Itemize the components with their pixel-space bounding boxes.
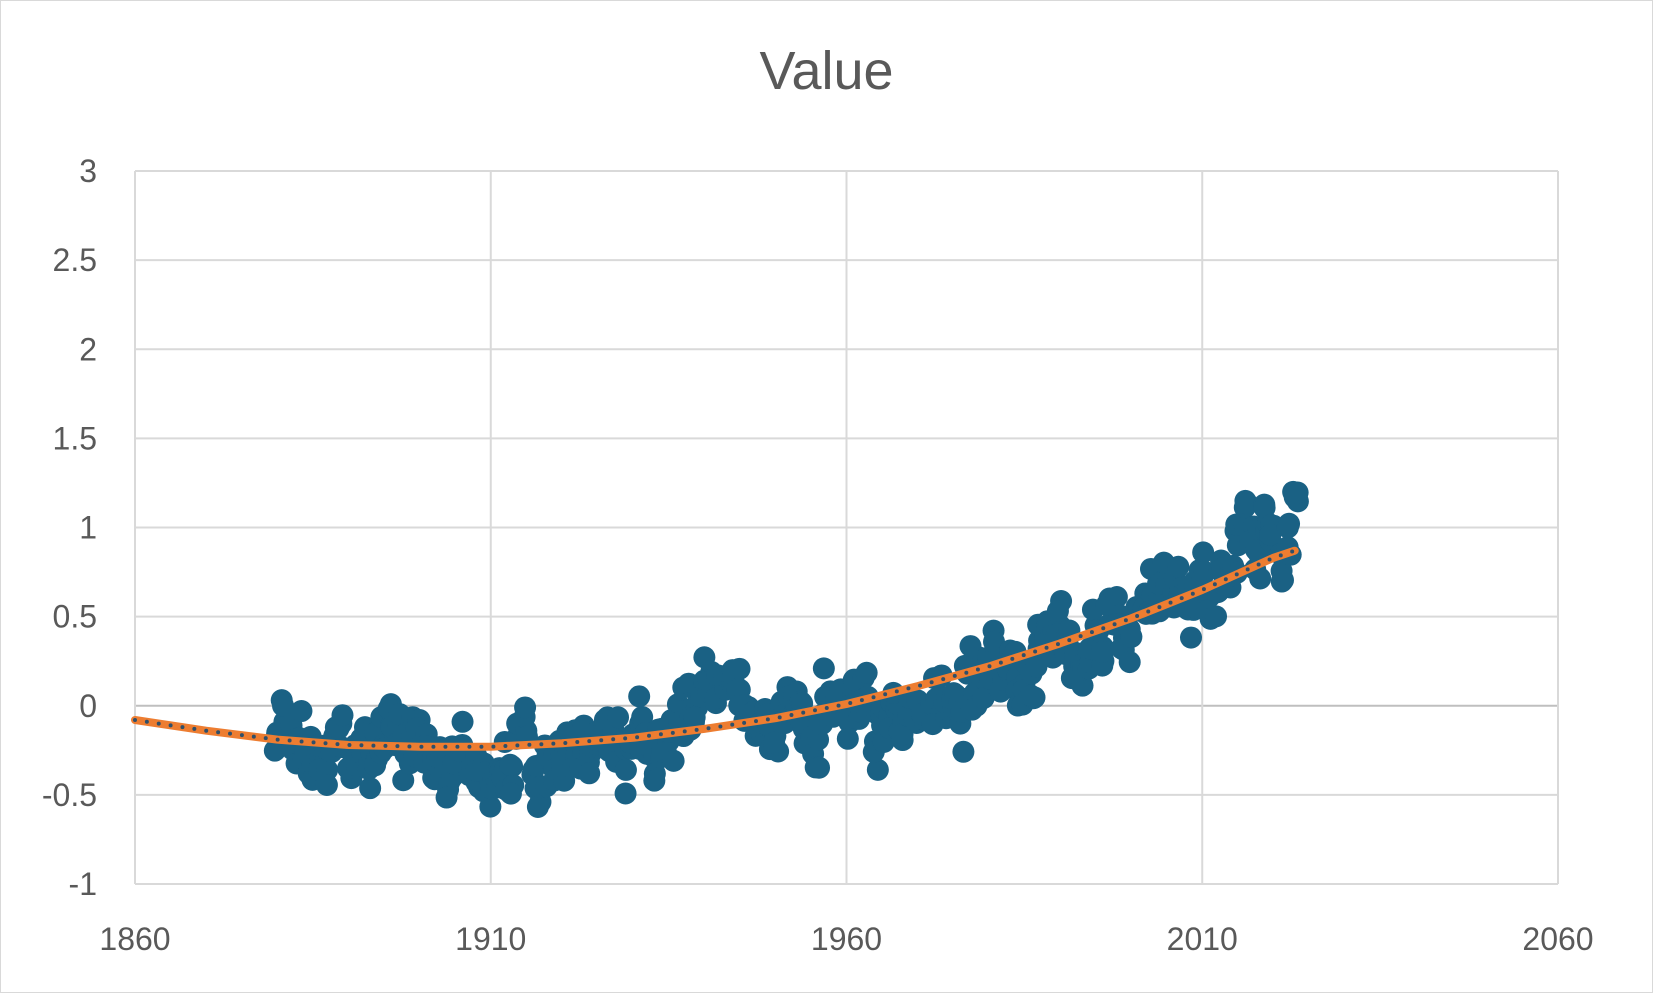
data-point bbox=[1025, 655, 1048, 678]
data-point bbox=[1249, 567, 1272, 590]
data-point bbox=[808, 756, 831, 779]
data-point bbox=[479, 795, 502, 818]
data-point bbox=[1192, 541, 1215, 564]
y-tick-label: 1 bbox=[79, 510, 97, 546]
data-point bbox=[359, 777, 382, 800]
data-point bbox=[290, 700, 313, 723]
y-tick-label: 0 bbox=[79, 688, 97, 724]
data-point bbox=[272, 694, 295, 717]
data-point bbox=[1270, 559, 1293, 582]
data-point bbox=[855, 661, 878, 684]
x-tick-label: 2060 bbox=[1522, 921, 1593, 957]
data-point bbox=[1259, 523, 1282, 546]
data-point bbox=[614, 782, 637, 805]
data-point bbox=[763, 731, 786, 754]
data-point bbox=[614, 758, 637, 781]
data-point bbox=[643, 769, 666, 792]
x-tick-label: 1960 bbox=[811, 921, 882, 957]
x-tick-label: 1860 bbox=[99, 921, 170, 957]
data-point bbox=[683, 706, 706, 729]
trendline-dots bbox=[133, 548, 1297, 749]
data-point bbox=[1091, 641, 1114, 664]
data-point bbox=[1071, 674, 1094, 697]
y-tick-label: 2.5 bbox=[53, 242, 97, 278]
data-point bbox=[499, 753, 522, 776]
data-point bbox=[435, 786, 458, 809]
data-point bbox=[1118, 651, 1141, 674]
data-point bbox=[1120, 625, 1143, 648]
data-point bbox=[1205, 605, 1228, 628]
data-point bbox=[1286, 481, 1309, 504]
data-point bbox=[1167, 555, 1190, 578]
data-point bbox=[1046, 600, 1069, 623]
y-tick-label: 2 bbox=[79, 331, 97, 367]
data-point bbox=[392, 769, 415, 792]
data-point bbox=[451, 710, 474, 733]
data-point bbox=[1105, 586, 1128, 609]
data-point bbox=[499, 782, 522, 805]
data-point bbox=[514, 696, 537, 719]
data-point bbox=[728, 657, 751, 680]
y-tick-label: 0.5 bbox=[53, 599, 97, 635]
trendline bbox=[131, 546, 1299, 751]
y-tick-label: 3 bbox=[79, 153, 97, 189]
data-point bbox=[315, 773, 338, 796]
data-point bbox=[812, 657, 835, 680]
y-tick-label: 1.5 bbox=[53, 420, 97, 456]
chart-title: Value bbox=[759, 41, 894, 101]
data-point bbox=[1276, 516, 1299, 539]
data-point bbox=[662, 749, 685, 772]
y-tick-label: -0.5 bbox=[42, 777, 97, 813]
data-point bbox=[952, 740, 975, 763]
axis-labels: -1 -0.5 0 0.5 1 1.5 2 2.5 3 1860 1910 1960 2010 2060 bbox=[42, 153, 1594, 957]
data-point bbox=[866, 758, 889, 781]
data-point bbox=[836, 727, 859, 750]
data-point bbox=[1019, 684, 1042, 707]
y-tick-label: -1 bbox=[69, 866, 97, 902]
data-point bbox=[1253, 496, 1276, 519]
x-tick-label: 1910 bbox=[455, 921, 526, 957]
data-point bbox=[578, 762, 601, 785]
scatter-points bbox=[263, 480, 1309, 818]
x-tick-label: 2010 bbox=[1167, 921, 1238, 957]
data-point bbox=[1236, 492, 1259, 515]
data-point bbox=[331, 704, 354, 727]
data-point bbox=[628, 685, 651, 708]
data-point bbox=[1180, 626, 1203, 649]
data-point bbox=[607, 706, 630, 729]
